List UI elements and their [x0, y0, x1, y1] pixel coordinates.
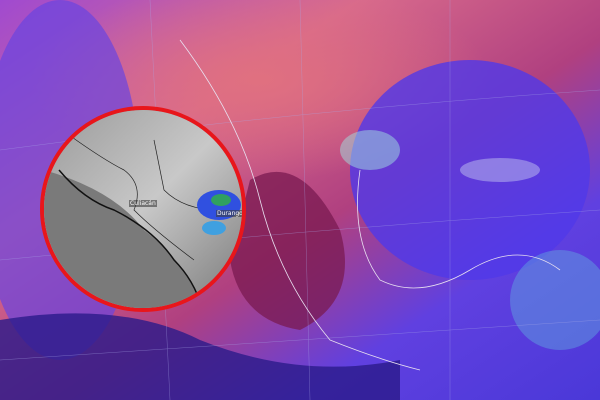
- city-label-culiacan: Culiacán: [129, 200, 157, 207]
- cloud-band-dark: [0, 313, 400, 400]
- coastline: [179, 39, 561, 371]
- ocean: [44, 170, 204, 308]
- satellite-inset: Culiacán Durango: [40, 106, 246, 312]
- city-label-durango: Durango: [216, 210, 243, 217]
- inset-map: [44, 110, 242, 308]
- cloud-cover: [340, 130, 400, 170]
- cloud-cover: [510, 250, 600, 350]
- storm-cloud-core: [211, 194, 231, 206]
- coastline: [58, 169, 203, 308]
- cloud-cover: [460, 158, 540, 182]
- storm-cloud: [202, 221, 226, 235]
- storm-region: [230, 171, 345, 330]
